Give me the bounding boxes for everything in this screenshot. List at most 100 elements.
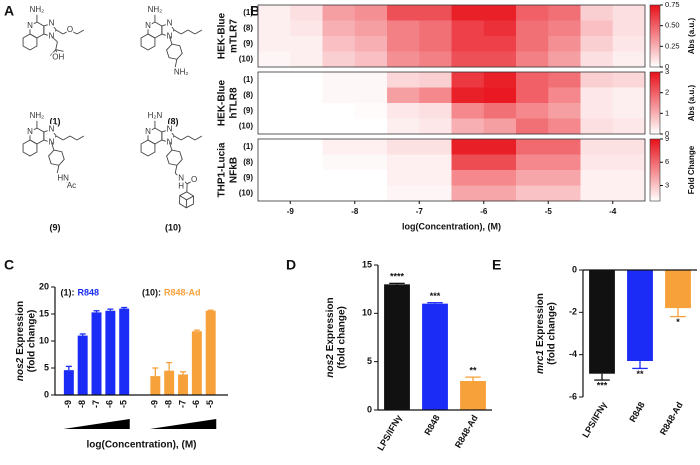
concentration-wedge	[63, 419, 130, 429]
heat-cell	[516, 5, 549, 21]
heat-cell	[387, 5, 420, 21]
heat-cell	[322, 5, 356, 21]
bond	[169, 36, 173, 45]
heat-cell	[354, 20, 388, 37]
heat-cell	[354, 154, 388, 171]
heat-cell	[612, 139, 646, 155]
heat-cell	[419, 87, 452, 104]
heat-cell	[580, 20, 614, 37]
heat-cell	[290, 139, 323, 155]
y-label-gene: nos2	[15, 357, 26, 381]
heat-cell	[290, 51, 323, 68]
heat-cell	[387, 103, 420, 119]
significance-label: ****	[390, 272, 405, 282]
atom-label: HN	[57, 174, 69, 183]
bar	[205, 310, 216, 395]
bond	[55, 41, 58, 50]
heat-cell	[516, 154, 549, 171]
bond	[174, 172, 182, 179]
heat-cell	[387, 118, 420, 135]
heat-cell	[548, 51, 581, 68]
atom-label: N	[167, 19, 173, 28]
bond	[174, 66, 182, 73]
compound-label: (10)	[165, 222, 181, 232]
bar	[178, 374, 189, 395]
bar	[384, 284, 410, 410]
bar	[105, 310, 116, 395]
heat-cell	[548, 36, 581, 52]
heat-cell	[612, 51, 646, 68]
y-tick-label: 10	[362, 308, 372, 318]
heat-cell	[419, 170, 452, 186]
heat-cell	[451, 36, 485, 52]
colorbar-label: Fold Change	[687, 145, 696, 194]
heat-cell	[483, 5, 517, 21]
legend-label: R848-Ad	[164, 287, 201, 297]
y-tick-label: -4	[569, 349, 577, 359]
heat-cell	[387, 87, 420, 104]
panel-label: C	[4, 257, 14, 273]
heat-cell	[483, 20, 517, 37]
heat-cell	[258, 36, 291, 52]
atom-label: OH	[52, 52, 64, 61]
bond	[56, 172, 64, 179]
heat-cell	[322, 51, 356, 68]
atom-label: H	[178, 182, 184, 191]
heat-cell	[419, 5, 452, 21]
ring	[161, 128, 175, 144]
y-tick-label: 10	[39, 335, 49, 345]
heat-cell	[612, 87, 646, 104]
atom-label: N	[145, 127, 151, 136]
heat-cell	[483, 154, 517, 171]
heatmap-frame	[257, 138, 646, 202]
heat-cell	[548, 170, 581, 186]
heat-cell	[580, 87, 614, 104]
heat-cell	[516, 20, 549, 37]
colorbar-tick-label: 2	[665, 88, 669, 97]
heat-cell	[290, 5, 323, 21]
atom-label: H₂N	[148, 111, 163, 120]
heat-cell	[354, 87, 388, 104]
y-tick-label: 5	[367, 356, 372, 366]
heat-cell	[516, 72, 549, 88]
atom-label: O	[67, 25, 73, 34]
bar	[63, 370, 74, 395]
bond	[187, 135, 196, 141]
heat-cell	[387, 51, 420, 68]
heat-cell	[548, 185, 581, 202]
bond	[55, 29, 64, 35]
bond	[173, 29, 182, 35]
legend-label: R848	[78, 287, 100, 297]
y-axis-label: nos2 Expression	[15, 301, 26, 381]
heat-cell	[290, 170, 323, 186]
heat-cell	[580, 5, 614, 21]
bond	[69, 29, 78, 35]
x-tick-label: R848-Ad	[658, 400, 685, 437]
heat-cell	[322, 154, 356, 171]
heat-cell	[354, 139, 388, 155]
atom-label: N	[49, 19, 55, 28]
heat-cell	[258, 103, 291, 119]
x-tick-label: R848-Ad	[453, 413, 480, 450]
heat-cell	[612, 20, 646, 37]
significance-label: ***	[430, 291, 441, 301]
colorbar-tick-label: 1	[665, 108, 669, 117]
heat-cell	[612, 170, 646, 186]
bond	[76, 29, 85, 35]
heat-cell	[516, 185, 549, 202]
bond	[186, 179, 195, 185]
atom-label: Ac	[67, 181, 76, 190]
heat-cell	[451, 20, 485, 37]
panel-label: E	[492, 257, 501, 273]
heat-cell	[322, 118, 356, 135]
heat-cell	[387, 20, 420, 37]
heat-cell	[290, 36, 323, 52]
y-axis-label-2: (fold change)	[337, 306, 348, 369]
heat-cell	[387, 139, 420, 155]
colorbar-tick-label: 0.50	[665, 21, 680, 30]
bond	[56, 165, 60, 174]
bond	[169, 142, 173, 151]
bar	[422, 303, 448, 410]
heat-cell	[548, 118, 581, 135]
